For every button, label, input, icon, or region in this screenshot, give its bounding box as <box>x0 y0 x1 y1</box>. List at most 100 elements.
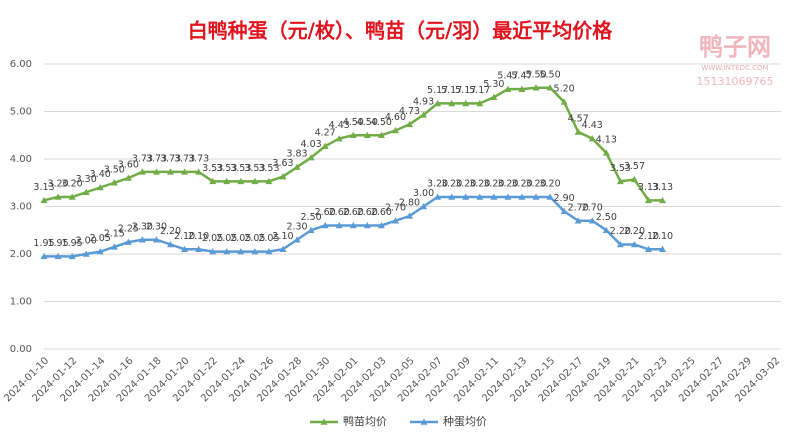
data-label: 2.05 <box>258 233 279 244</box>
data-label: 3.00 <box>413 188 434 199</box>
data-label: 4.57 <box>568 113 589 124</box>
point-marker <box>237 177 245 185</box>
series-line <box>43 86 663 202</box>
data-label: 3.60 <box>118 160 139 171</box>
legend-label: 鸭苗均价 <box>343 415 387 428</box>
data-label: 3.20 <box>497 179 518 190</box>
data-label: 3.20 <box>455 179 476 190</box>
point-marker <box>293 163 301 170</box>
point-marker <box>138 168 146 175</box>
point-marker <box>560 207 568 215</box>
point-marker <box>420 111 428 118</box>
point-marker <box>363 222 371 229</box>
point-marker <box>279 173 287 180</box>
data-label: 3.20 <box>469 179 490 190</box>
point-marker <box>279 245 287 253</box>
y-tick-label: 6.00 <box>10 59 32 70</box>
data-label: 4.03 <box>301 139 322 150</box>
point-marker <box>434 193 442 200</box>
point-marker <box>96 248 104 255</box>
watermark: 鸭子网 WWW.INTEDC.COM 15131069765 <box>697 33 774 88</box>
point-marker <box>321 222 329 229</box>
data-label: 2.80 <box>399 198 420 209</box>
point-marker <box>181 245 189 253</box>
point-marker <box>152 168 160 175</box>
point-marker <box>223 177 231 185</box>
data-label: 2.20 <box>610 226 631 237</box>
data-label: 3.50 <box>104 164 125 175</box>
point-marker <box>124 174 132 181</box>
data-label: 3.83 <box>286 149 307 160</box>
point-marker <box>223 248 231 255</box>
data-label: 3.30 <box>76 174 97 185</box>
point-marker <box>195 245 203 253</box>
point-marker <box>574 217 582 224</box>
point-marker <box>138 236 146 243</box>
point-marker <box>602 226 610 234</box>
data-label: 5.20 <box>554 84 575 95</box>
point-marker <box>307 226 315 234</box>
data-label: 2.15 <box>104 228 125 239</box>
data-label: 5.50 <box>525 69 546 80</box>
data-label: 1.95 <box>47 238 68 249</box>
point-marker <box>54 252 62 260</box>
y-tick-label: 4.00 <box>10 154 32 165</box>
point-marker <box>40 196 48 204</box>
data-label: 3.53 <box>216 163 237 174</box>
data-label: 2.20 <box>160 226 181 237</box>
data-label: 3.20 <box>525 179 546 190</box>
point-marker <box>321 142 329 149</box>
point-marker <box>434 99 442 107</box>
data-label: 4.27 <box>315 128 336 139</box>
point-marker <box>602 149 610 156</box>
point-marker <box>644 196 652 204</box>
point-marker <box>391 217 399 224</box>
point-marker <box>265 177 273 185</box>
point-marker <box>124 238 132 245</box>
point-marker <box>363 131 371 139</box>
data-label: 3.20 <box>539 179 560 190</box>
data-label: 3.20 <box>47 179 68 190</box>
point-marker <box>448 193 456 200</box>
point-marker <box>110 179 118 186</box>
y-tick-label: 2.00 <box>10 249 32 260</box>
point-marker <box>96 184 104 191</box>
data-label: 1.95 <box>62 238 83 249</box>
point-marker <box>82 188 90 196</box>
point-marker <box>504 85 512 92</box>
data-label: 3.57 <box>624 161 645 172</box>
point-marker <box>251 248 259 255</box>
data-label: 3.73 <box>146 153 167 164</box>
data-label: 4.13 <box>596 134 617 145</box>
data-label: 2.30 <box>146 221 167 232</box>
data-label: 2.25 <box>118 224 139 235</box>
y-tick-label: 1.00 <box>10 297 32 308</box>
point-marker <box>448 99 456 107</box>
data-label: 5.17 <box>427 85 448 96</box>
point-marker <box>462 99 470 107</box>
point-marker <box>462 193 470 200</box>
data-label: 2.60 <box>315 207 336 218</box>
point-marker <box>518 85 526 92</box>
data-label: 2.10 <box>272 231 293 242</box>
data-label: 2.90 <box>554 193 575 204</box>
data-label: 2.50 <box>596 212 617 223</box>
data-label: 2.30 <box>132 221 153 232</box>
point-marker <box>195 168 203 175</box>
point-marker <box>532 193 540 200</box>
data-label: 3.63 <box>272 158 293 169</box>
data-label: 2.70 <box>568 202 589 213</box>
point-marker <box>588 135 596 142</box>
data-label: 2.70 <box>385 202 406 213</box>
data-label: 4.43 <box>329 120 350 131</box>
data-label: 2.30 <box>286 221 307 232</box>
data-label: 2.05 <box>90 233 111 244</box>
point-marker <box>616 177 624 185</box>
point-marker <box>518 193 526 200</box>
data-label: 5.17 <box>469 85 490 96</box>
data-label: 3.13 <box>652 182 673 193</box>
data-label: 3.13 <box>638 182 659 193</box>
data-label: 3.73 <box>174 153 195 164</box>
point-marker <box>167 168 175 175</box>
